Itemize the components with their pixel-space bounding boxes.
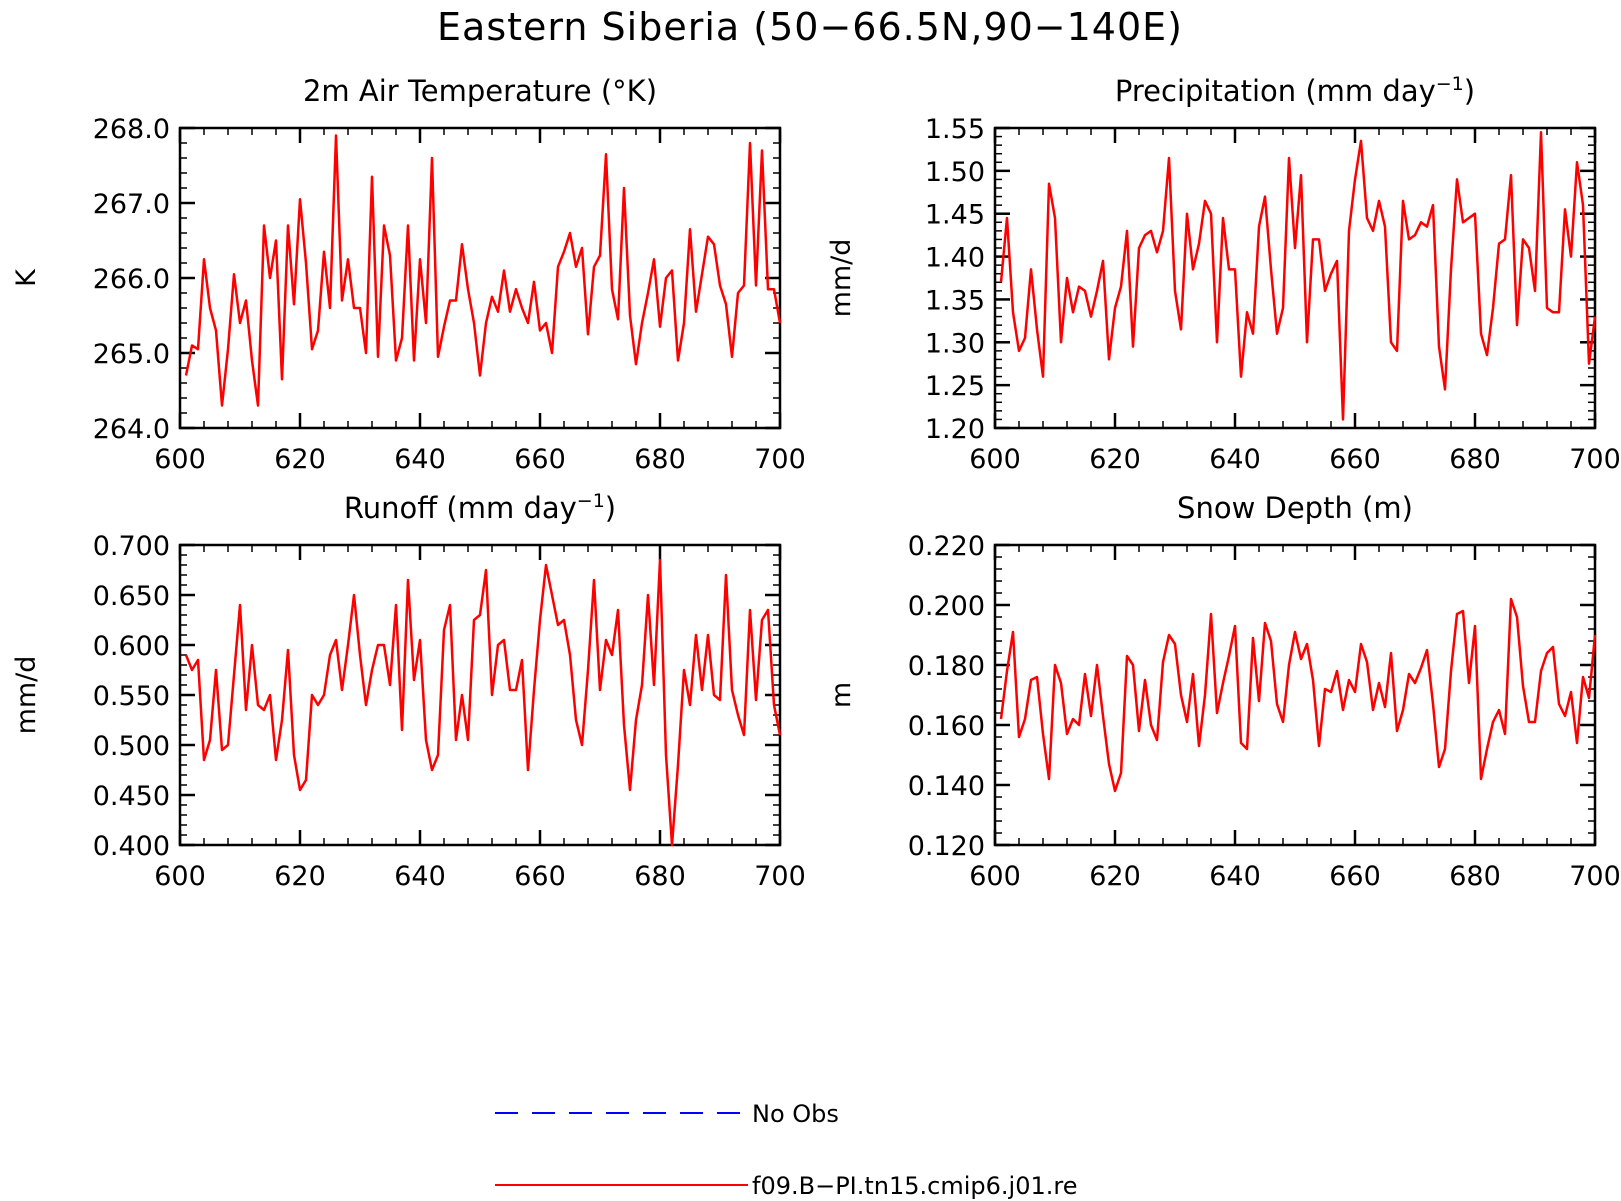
panel-title-end: ) bbox=[605, 491, 616, 525]
series-line bbox=[999, 597, 1597, 793]
panel-1: 2m Air Temperature (°K) 600 620 640 660 680 70… bbox=[11, 74, 806, 475]
y-tick-label: 1.30 bbox=[925, 328, 985, 359]
legend-label: No Obs bbox=[752, 1100, 839, 1128]
y-tick-label: 1.50 bbox=[925, 157, 985, 188]
panel-2: Precipitation (mm day−1) 600 620 640 660 680 7… bbox=[826, 73, 1621, 475]
y-axis-label: mm/d bbox=[826, 239, 857, 318]
panel-title-text: 2m Air Temperature (°K) bbox=[303, 74, 657, 108]
x-tick-label: 640 bbox=[394, 444, 446, 475]
x-tick-label: 700 bbox=[1569, 861, 1621, 892]
x-tick-label: 640 bbox=[1209, 444, 1261, 475]
y-tick-label: 0.220 bbox=[908, 531, 985, 562]
panel-title-superscript: −1 bbox=[577, 490, 605, 512]
series-line bbox=[999, 131, 1597, 421]
y-tick-label: 265.0 bbox=[93, 339, 170, 370]
panel-title-superscript: −1 bbox=[1436, 73, 1464, 95]
y-tick-label: 266.0 bbox=[93, 264, 170, 295]
y-axis-label: m bbox=[826, 682, 857, 708]
y-tick-label: 0.600 bbox=[93, 631, 170, 662]
series-line bbox=[184, 134, 782, 407]
x-tick-label: 620 bbox=[274, 861, 326, 892]
y-tick-label: 0.120 bbox=[908, 831, 985, 862]
y-tick-label: 0.700 bbox=[93, 531, 170, 562]
x-tick-label: 620 bbox=[274, 444, 326, 475]
x-tick-label: 660 bbox=[514, 861, 566, 892]
legend: No Obs f09.B−PI.tn15.cmip6.j01.re bbox=[495, 1100, 1077, 1200]
x-tick-label: 640 bbox=[394, 861, 446, 892]
y-axis-label: mm/d bbox=[11, 656, 42, 735]
y-tick-label: 0.550 bbox=[93, 681, 170, 712]
y-tick-label: 1.25 bbox=[925, 371, 985, 402]
y-tick-label: 1.55 bbox=[925, 114, 985, 145]
legend-label: f09.B−PI.tn15.cmip6.j01.re bbox=[752, 1172, 1077, 1200]
y-tick-label: 0.500 bbox=[93, 731, 170, 762]
y-tick-label: 0.200 bbox=[908, 591, 985, 622]
panel-3: Runoff (mm day−1) 600 620 640 660 680 700 0.400… bbox=[11, 490, 806, 892]
y-tick-label: 268.0 bbox=[93, 114, 170, 145]
legend-entry-1: No Obs bbox=[495, 1100, 839, 1128]
y-tick-label: 0.650 bbox=[93, 581, 170, 612]
y-tick-label: 1.45 bbox=[925, 200, 985, 231]
panel-title-text: Precipitation (mm day bbox=[1115, 74, 1436, 108]
x-tick-label: 660 bbox=[1329, 444, 1381, 475]
y-tick-label: 0.450 bbox=[93, 781, 170, 812]
x-tick-label: 600 bbox=[154, 861, 206, 892]
panel-title: Snow Depth (m) bbox=[1177, 491, 1413, 525]
x-tick-label: 680 bbox=[634, 861, 686, 892]
x-tick-label: 620 bbox=[1089, 861, 1141, 892]
panel-title-text: Runoff (mm day bbox=[344, 491, 577, 525]
y-tick-label: 1.40 bbox=[925, 243, 985, 274]
y-tick-label: 0.140 bbox=[908, 771, 985, 802]
panel-title: 2m Air Temperature (°K) bbox=[303, 74, 657, 108]
x-tick-label: 600 bbox=[969, 444, 1021, 475]
x-tick-label: 700 bbox=[754, 444, 806, 475]
figure-title: Eastern Siberia (50−66.5N,90−140E) bbox=[437, 5, 1183, 49]
x-tick-label: 680 bbox=[634, 444, 686, 475]
series-line bbox=[184, 558, 782, 847]
legend-entry-2: f09.B−PI.tn15.cmip6.j01.re bbox=[495, 1172, 1077, 1200]
y-tick-label: 1.20 bbox=[925, 414, 985, 445]
x-tick-label: 700 bbox=[1569, 444, 1621, 475]
y-tick-label: 0.180 bbox=[908, 651, 985, 682]
y-tick-label: 264.0 bbox=[93, 414, 170, 445]
x-tick-label: 620 bbox=[1089, 444, 1141, 475]
y-tick-label: 0.400 bbox=[93, 831, 170, 862]
panel-4: Snow Depth (m) 600 620 640 660 680 700 0.120 0.1… bbox=[826, 491, 1621, 892]
x-tick-label: 600 bbox=[154, 444, 206, 475]
x-tick-label: 680 bbox=[1449, 444, 1501, 475]
plot-frame bbox=[993, 543, 1597, 847]
x-tick-label: 640 bbox=[1209, 861, 1261, 892]
y-tick-label: 0.160 bbox=[908, 711, 985, 742]
y-tick-label: 267.0 bbox=[93, 189, 170, 220]
y-tick-label: 1.35 bbox=[925, 285, 985, 316]
panel-title: Runoff (mm day−1) bbox=[344, 490, 616, 525]
panel-title: Precipitation (mm day−1) bbox=[1115, 73, 1475, 108]
x-tick-label: 680 bbox=[1449, 861, 1501, 892]
panel-title-text: Snow Depth (m) bbox=[1177, 491, 1413, 525]
x-tick-label: 600 bbox=[969, 861, 1021, 892]
x-tick-label: 660 bbox=[514, 444, 566, 475]
y-axis-label: K bbox=[11, 268, 42, 287]
x-tick-label: 660 bbox=[1329, 861, 1381, 892]
plot-frame bbox=[993, 126, 1597, 430]
panels: 2m Air Temperature (°K) 600 620 640 660 680 70… bbox=[11, 73, 1621, 892]
x-tick-label: 700 bbox=[754, 861, 806, 892]
panel-title-end: ) bbox=[1464, 74, 1475, 108]
